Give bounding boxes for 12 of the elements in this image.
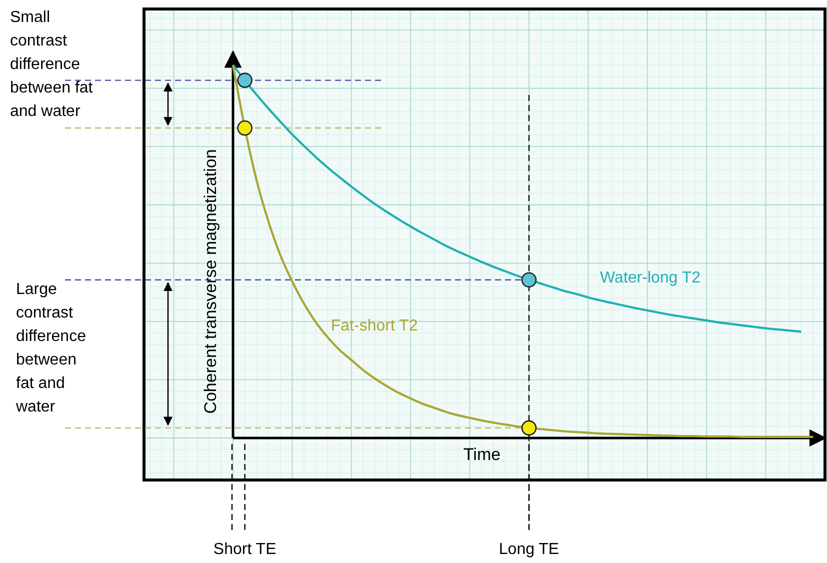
point xyxy=(237,120,252,136)
y-axis-title: Coherent transverse magnetization xyxy=(201,149,220,414)
point xyxy=(237,72,252,88)
x-tick-label: Long TE xyxy=(498,541,560,558)
point xyxy=(521,272,537,288)
x-tick-label: Short TE xyxy=(213,541,276,558)
series-label: Fat-short T2 xyxy=(330,317,418,334)
point xyxy=(521,420,537,436)
x-axis-title: Time xyxy=(463,445,501,464)
text: Small contrast difference between fat and water xyxy=(10,9,94,120)
series-label: Water-long T2 xyxy=(600,269,701,286)
text: Large contrast difference between fat and water xyxy=(15,281,86,416)
